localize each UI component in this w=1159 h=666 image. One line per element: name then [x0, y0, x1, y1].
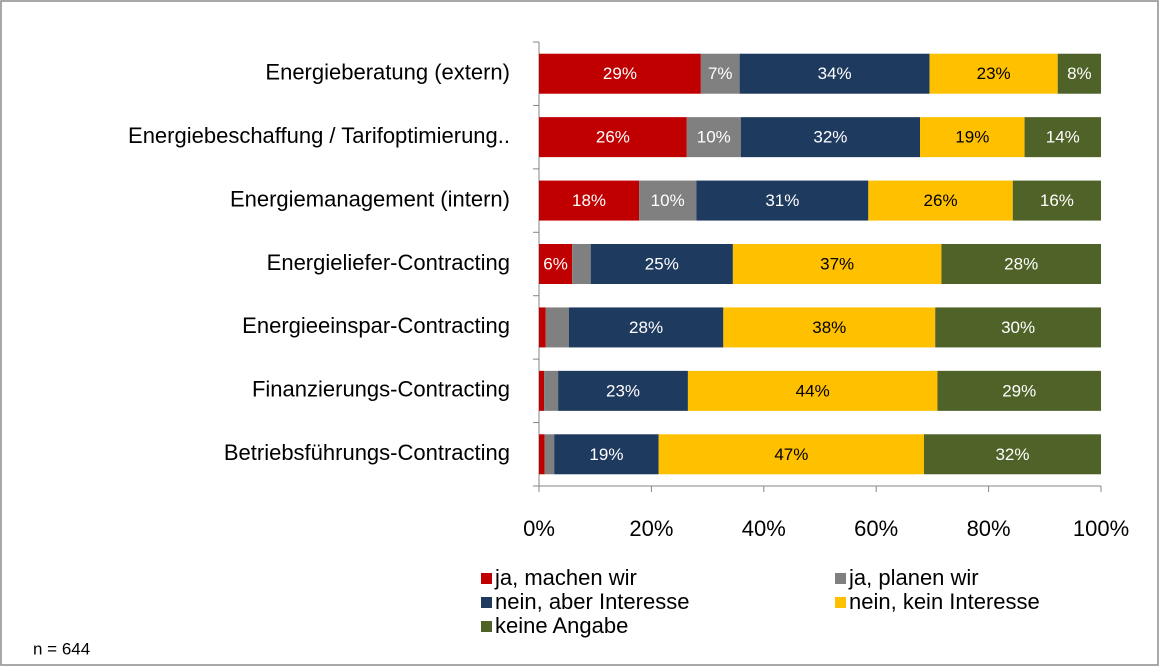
value-label: 8% [1067, 64, 1092, 83]
bar-segment [590, 244, 733, 284]
bar-segment [923, 434, 1101, 475]
category-label: Energieeinspar-Contracting [242, 313, 510, 338]
bar-segment [937, 370, 1101, 411]
bar-segment [544, 434, 555, 475]
value-label: 32% [813, 128, 847, 147]
bar-segment [545, 307, 569, 348]
bar-segment [920, 117, 1025, 158]
value-label: 28% [629, 318, 663, 337]
legend-label: ja, machen wir [494, 565, 637, 590]
bar-segment [539, 244, 573, 284]
category-label: Betriebsführungs-Contracting [224, 440, 510, 465]
note: n = 644 [33, 639, 90, 658]
legend-swatch [835, 597, 846, 608]
value-label: 26% [924, 191, 958, 210]
x-tick-label: 20% [629, 516, 673, 541]
bar-segment [1057, 53, 1101, 94]
value-label: 37% [820, 254, 854, 273]
bar-segment [723, 307, 936, 348]
bar-segment [554, 434, 659, 475]
bar-segment [941, 244, 1101, 284]
bar-segment [935, 307, 1101, 348]
value-label: 44% [796, 381, 830, 400]
bar-segment [732, 244, 942, 284]
x-tick-label: 0% [523, 516, 555, 541]
bar-segment [539, 53, 701, 94]
value-label: 32% [995, 445, 1029, 464]
x-tick-label: 40% [742, 516, 786, 541]
bar-segment [687, 370, 938, 411]
category-label: Energiemanagement (intern) [230, 186, 510, 211]
value-label: 30% [1001, 318, 1035, 337]
legend-label: nein, aber Interesse [495, 589, 689, 614]
bar-segment [739, 53, 930, 94]
bar-segment [929, 53, 1058, 94]
bar-segment [700, 53, 740, 94]
value-label: 38% [812, 318, 846, 337]
value-label: 10% [697, 128, 731, 147]
category-label: Energieliefer-Contracting [267, 250, 510, 275]
bar-segment [1024, 117, 1101, 158]
legend-label: nein, kein Interesse [849, 589, 1040, 614]
bar-segment [658, 434, 924, 475]
value-label: 16% [1040, 191, 1074, 210]
legend-swatch [835, 573, 846, 584]
value-label: 19% [589, 445, 623, 464]
value-label: 26% [596, 128, 630, 147]
bar-segment [639, 180, 697, 221]
category-label: Energiebeschaffung / Tarifoptimierung.. [128, 123, 510, 148]
x-tick-label: 60% [854, 516, 898, 541]
value-label: 19% [955, 128, 989, 147]
legend-label: ja, planen wir [848, 565, 979, 590]
value-label: 29% [1002, 381, 1036, 400]
bar-segment [686, 117, 741, 158]
legend-swatch [481, 621, 492, 632]
bar-segment [539, 434, 545, 475]
value-label: 25% [645, 254, 679, 273]
bar-segment [568, 307, 724, 348]
legend-swatch [481, 573, 492, 584]
value-label: 10% [651, 191, 685, 210]
legend-swatch [481, 597, 492, 608]
value-label: 14% [1046, 128, 1080, 147]
value-label: 7% [708, 64, 733, 83]
bar-segment [572, 244, 591, 284]
value-label: 23% [977, 64, 1011, 83]
bar-segment [539, 307, 546, 348]
bar-segment [740, 117, 921, 158]
category-label: Energieberatung (extern) [265, 60, 510, 85]
value-label: 34% [818, 64, 852, 83]
bar-segment [539, 370, 545, 411]
value-label: 6% [543, 254, 568, 273]
value-label: 29% [603, 64, 637, 83]
value-label: 18% [572, 191, 606, 210]
value-label: 31% [765, 191, 799, 210]
bar-segment [544, 370, 559, 411]
bar-segment [696, 180, 869, 221]
bar-segment [539, 180, 640, 221]
bar-segment [868, 180, 1013, 221]
value-label: 47% [774, 445, 808, 464]
bar-segment [539, 117, 687, 158]
legend-label: keine Angabe [495, 613, 628, 638]
value-label: 28% [1004, 254, 1038, 273]
x-tick-label: 100% [1073, 516, 1129, 541]
bar-segment [558, 370, 688, 411]
value-label: 23% [606, 381, 640, 400]
x-tick-label: 80% [967, 516, 1011, 541]
bar-segment [1012, 180, 1101, 221]
category-label: Finanzierungs-Contracting [252, 377, 510, 402]
